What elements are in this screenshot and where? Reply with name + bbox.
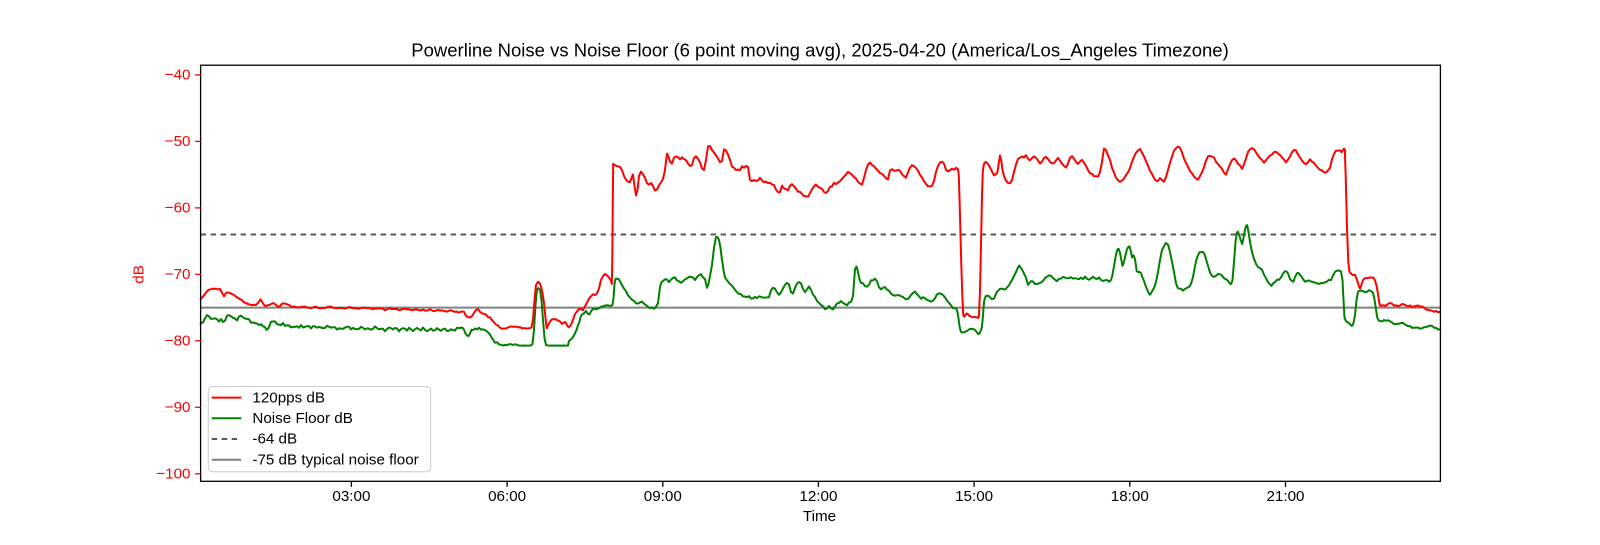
svg-text:Noise Floor dB: Noise Floor dB	[252, 410, 352, 427]
svg-text:21:00: 21:00	[1266, 488, 1304, 505]
svg-text:dB: dB	[131, 265, 148, 284]
svg-text:−70: −70	[165, 266, 191, 283]
svg-text:09:00: 09:00	[644, 488, 682, 505]
svg-text:-64 dB: -64 dB	[252, 431, 297, 448]
svg-text:−60: −60	[165, 200, 191, 217]
svg-text:−100: −100	[156, 466, 190, 483]
svg-text:−50: −50	[165, 133, 191, 150]
svg-text:03:00: 03:00	[332, 488, 370, 505]
svg-text:−40: −40	[165, 67, 191, 84]
svg-text:−80: −80	[165, 333, 191, 350]
svg-text:120pps dB: 120pps dB	[252, 389, 325, 406]
svg-text:15:00: 15:00	[955, 488, 993, 505]
svg-text:-75 dB typical noise floor: -75 dB typical noise floor	[252, 451, 418, 468]
svg-text:−90: −90	[165, 399, 191, 416]
svg-text:06:00: 06:00	[488, 488, 526, 505]
svg-text:Powerline Noise vs Noise Floor: Powerline Noise vs Noise Floor (6 point …	[411, 40, 1228, 62]
svg-text:18:00: 18:00	[1111, 488, 1149, 505]
svg-text:Time: Time	[803, 508, 836, 525]
svg-text:12:00: 12:00	[799, 488, 837, 505]
